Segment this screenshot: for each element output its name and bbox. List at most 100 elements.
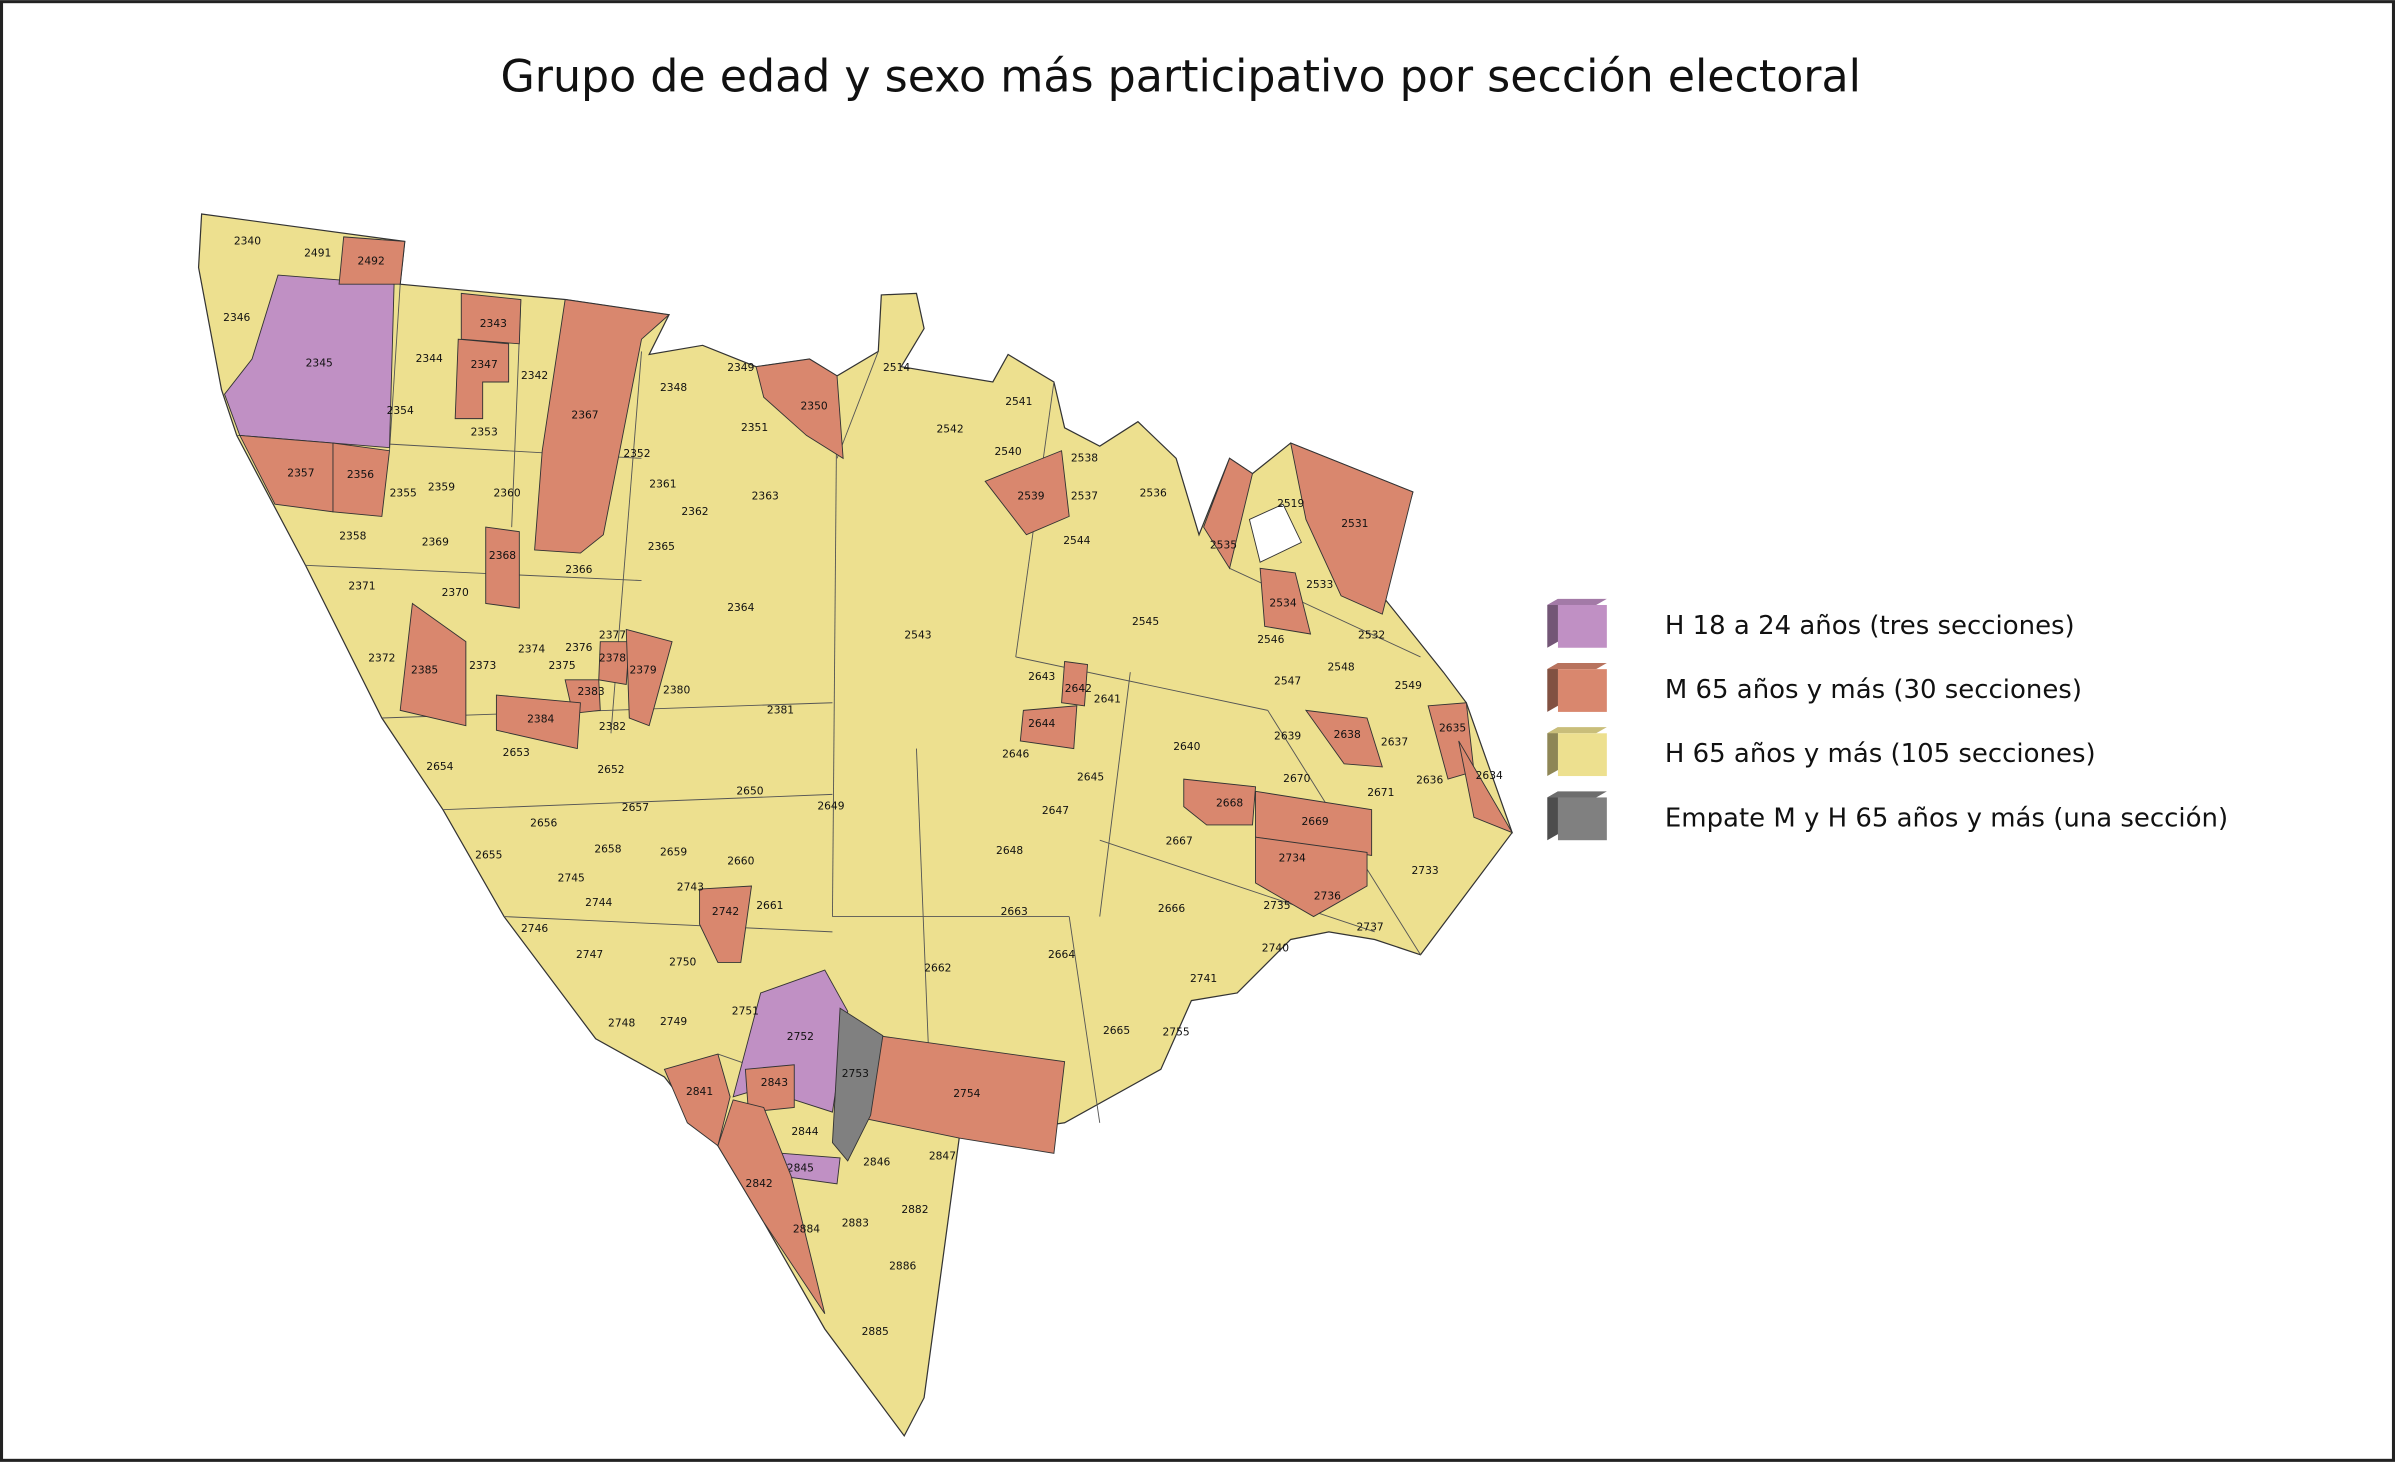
section-label: 2735 <box>1263 899 1290 912</box>
section-label: 2736 <box>1314 890 1341 903</box>
section-label: 2642 <box>1065 682 1092 695</box>
boundary <box>836 351 879 459</box>
section-label: 2350 <box>801 399 828 412</box>
section-label: 2637 <box>1381 735 1408 748</box>
section-label: 2649 <box>817 800 844 813</box>
section-label: 2662 <box>924 962 951 975</box>
section-label: 2653 <box>503 746 530 759</box>
section-area <box>1061 660 1089 707</box>
section-label: 2385 <box>411 664 438 677</box>
section-area <box>1259 567 1312 635</box>
section-label: 2845 <box>787 1162 814 1175</box>
section-area <box>454 338 510 420</box>
section-label: 2363 <box>752 490 779 503</box>
section-label: 2365 <box>648 540 675 553</box>
section-label: 2373 <box>469 659 496 672</box>
section-label: 2742 <box>712 905 739 918</box>
section-label: 2734 <box>1279 852 1306 865</box>
section-label: 2548 <box>1327 661 1354 674</box>
hole <box>1248 503 1302 563</box>
section-label: 2374 <box>518 642 545 655</box>
section-area <box>717 1099 826 1314</box>
section-label: 2671 <box>1367 786 1394 799</box>
legend-swatch <box>1557 604 1607 648</box>
section-area <box>1290 442 1414 615</box>
section-label: 2382 <box>599 720 626 733</box>
section-label: 2750 <box>669 955 696 968</box>
section-label: 2384 <box>527 713 554 726</box>
section-label: 2660 <box>727 855 754 868</box>
section-label: 2364 <box>727 601 754 614</box>
section-label: 2670 <box>1283 772 1310 785</box>
section-label: 2531 <box>1341 517 1368 530</box>
section-label: 2352 <box>623 447 650 460</box>
map: 2345 2752 2845 2492 2343 2347 2367 2350 2357 2356… <box>197 213 1514 1438</box>
section-label: 2636 <box>1416 774 1443 787</box>
section-area <box>338 236 406 285</box>
section-label: 2361 <box>649 477 676 490</box>
section-label: 2545 <box>1132 615 1159 628</box>
section-label: 2639 <box>1274 729 1301 742</box>
section-label: 2537 <box>1071 490 1098 503</box>
section-area <box>598 641 630 685</box>
section-area <box>744 1064 795 1113</box>
boundary <box>1015 656 1268 711</box>
section-label: 2643 <box>1028 670 1055 683</box>
section-label: 2657 <box>622 801 649 814</box>
legend-swatch-side <box>1547 663 1558 712</box>
section-label: 2665 <box>1103 1024 1130 1037</box>
section-label: 2745 <box>558 871 585 884</box>
section-area <box>495 694 581 750</box>
boundary <box>1068 916 1101 1123</box>
section-label: 2536 <box>1140 486 1167 499</box>
section-area <box>460 292 522 345</box>
section-label: 2843 <box>761 1076 788 1089</box>
section-area <box>699 885 753 963</box>
section-label: 2543 <box>904 629 931 642</box>
section-label: 2751 <box>732 1004 759 1017</box>
section-area <box>1255 836 1368 918</box>
section-label: 2640 <box>1173 740 1200 753</box>
legend-label: H 65 años y más (105 secciones) <box>1665 739 2096 769</box>
section-area <box>755 358 844 460</box>
section-label: 2648 <box>996 844 1023 857</box>
legend-label: H 18 a 24 años (tres secciones) <box>1665 611 2075 641</box>
boundary <box>305 564 642 582</box>
section-label: 2372 <box>368 651 395 664</box>
section-label: 2733 <box>1411 864 1438 877</box>
section-label: 2366 <box>565 563 592 576</box>
boundary <box>504 916 833 933</box>
section-label: 2383 <box>578 685 605 698</box>
section-label: 2842 <box>746 1177 773 1190</box>
section-label: 2650 <box>736 784 763 797</box>
section-label: 2547 <box>1274 674 1301 687</box>
section-label: 2754 <box>953 1087 980 1100</box>
section-label: 2358 <box>339 529 366 542</box>
section-label: 2744 <box>585 896 612 909</box>
section-label: 2362 <box>681 505 708 518</box>
section-label: 2542 <box>936 422 963 435</box>
section-label: 2348 <box>660 381 687 394</box>
section-label: 2669 <box>1302 815 1329 828</box>
section-label: 2378 <box>599 651 626 664</box>
section-label: 2661 <box>756 899 783 912</box>
section-label: 2357 <box>287 467 314 480</box>
section-label: 2847 <box>929 1149 956 1162</box>
legend-swatch-top <box>1547 598 1607 605</box>
section-label: 2654 <box>426 760 453 773</box>
legend-swatch <box>1557 733 1607 777</box>
section-label: 2539 <box>1017 490 1044 503</box>
section-label: 2664 <box>1048 948 1075 961</box>
section-label: 2646 <box>1002 748 1029 761</box>
boundary <box>389 284 401 451</box>
section-label: 2747 <box>576 948 603 961</box>
boundary <box>1099 839 1375 933</box>
section-label: 2546 <box>1257 633 1284 646</box>
section-label: 2514 <box>883 361 910 374</box>
section-label: 2883 <box>842 1217 869 1230</box>
section-label: 2376 <box>565 641 592 654</box>
boundary <box>831 375 838 917</box>
legend-swatch-top <box>1547 791 1607 798</box>
